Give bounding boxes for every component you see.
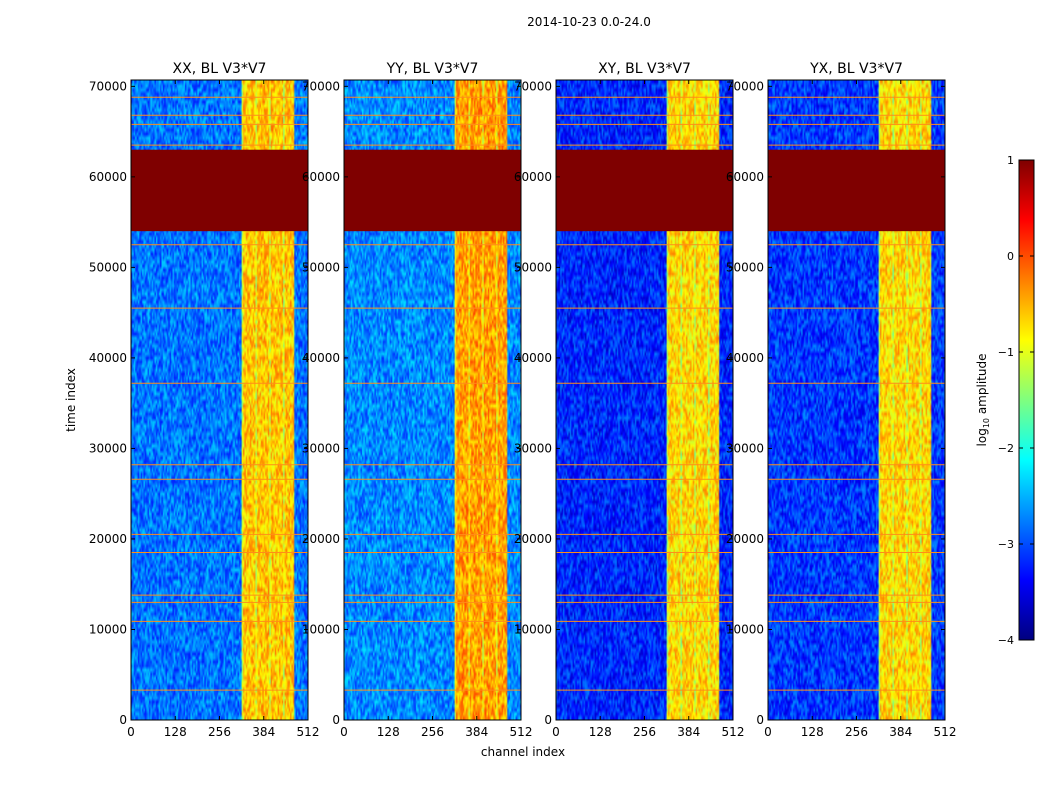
y-tick-label: 40000 <box>514 351 552 365</box>
panel-title: YX, BL V3*V7 <box>809 61 903 77</box>
y-tick-label: 0 <box>756 713 764 727</box>
y-tick-label: 50000 <box>89 260 127 274</box>
colorbar-label-tail: amplitude <box>975 354 989 418</box>
y-tick-label: 10000 <box>302 622 340 636</box>
y-tick-label: 30000 <box>89 441 127 455</box>
y-tick-label: 10000 <box>726 622 764 636</box>
colorbar-label-sub: 10 <box>982 418 991 428</box>
saturated-block <box>344 149 521 232</box>
y-tick-label: 50000 <box>726 260 764 274</box>
y-tick-label: 50000 <box>514 260 552 274</box>
x-tick-label: 0 <box>340 725 348 739</box>
saturated-block <box>131 149 308 232</box>
x-tick-label: 384 <box>465 725 488 739</box>
y-tick-label: 40000 <box>302 351 340 365</box>
colorbar-tick-label: 0 <box>1007 250 1014 263</box>
x-tick-label: 0 <box>764 725 772 739</box>
saturated-block <box>556 149 733 232</box>
colorbar-tick-label: −2 <box>998 442 1014 455</box>
x-tick-label: 512 <box>722 725 745 739</box>
colorbar-gradient <box>1018 159 1035 641</box>
x-tick-label: 0 <box>127 725 135 739</box>
colorbar-label: log10 amplitude <box>975 354 991 447</box>
panel-yy: 0 128 256 384 512 0 10000 20000 30000 40000 50000 6… <box>302 61 565 759</box>
panel-xx: 0 128 256 384 512 0 10000 20000 30000 40000 50000 6… <box>64 61 319 739</box>
colorbar-tick-label: −4 <box>998 634 1014 647</box>
y-tick-label: 20000 <box>89 532 127 546</box>
y-tick-label: 0 <box>119 713 127 727</box>
y-tick-label: 0 <box>544 713 552 727</box>
saturated-block <box>768 149 945 232</box>
x-tick-label: 256 <box>845 725 868 739</box>
y-tick-label: 60000 <box>726 170 764 184</box>
x-tick-label: 128 <box>801 725 824 739</box>
y-tick-label: 30000 <box>514 441 552 455</box>
y-tick-label: 70000 <box>726 79 764 93</box>
y-tick-label: 20000 <box>514 532 552 546</box>
y-tick-label: 70000 <box>514 79 552 93</box>
x-tick-label: 384 <box>889 725 912 739</box>
y-tick-label: 10000 <box>514 622 552 636</box>
y-tick-label: 70000 <box>302 79 340 93</box>
x-tick-label: 384 <box>677 725 700 739</box>
y-axis-label: time index <box>64 368 78 432</box>
x-tick-label: 384 <box>252 725 275 739</box>
x-tick-label: 256 <box>208 725 231 739</box>
x-tick-label: 128 <box>377 725 400 739</box>
x-tick-label: 512 <box>934 725 957 739</box>
colorbar: 10−1−2−3−4 log10 amplitude <box>975 154 1035 647</box>
y-tick-label: 60000 <box>514 170 552 184</box>
y-tick-label: 40000 <box>726 351 764 365</box>
figure-suptitle: 2014-10-23 0.0-24.0 <box>527 15 651 29</box>
colorbar-tick-label: −3 <box>998 538 1014 551</box>
x-tick-label: 128 <box>589 725 612 739</box>
colorbar-ticks: 1 0 −1 −2 −3 −4 <box>998 154 1034 647</box>
x-tick-label: 512 <box>510 725 533 739</box>
colorbar-tick-label: −1 <box>998 346 1014 359</box>
y-tick-label: 60000 <box>302 170 340 184</box>
x-axis-label: channel index <box>481 745 565 759</box>
colorbar-label-main: log <box>975 428 989 446</box>
panel-title: XX, BL V3*V7 <box>173 61 267 77</box>
x-tick-label: 128 <box>164 725 187 739</box>
x-tick-label: 256 <box>633 725 656 739</box>
y-tick-label: 30000 <box>726 441 764 455</box>
x-tick-label: 256 <box>421 725 444 739</box>
panels: 0 128 256 384 512 0 10000 20000 30000 40000 50000 6… <box>64 61 956 759</box>
panel-xy: 0 128 256 384 512 0 10000 20000 30000 40000 50000 6… <box>514 61 745 739</box>
y-tick-label: 60000 <box>89 170 127 184</box>
panel-yx: 0 128 256 384 512 0 10000 20000 30000 40000 50000 6… <box>726 61 957 739</box>
x-tick-label: 0 <box>552 725 560 739</box>
y-tick-label: 70000 <box>89 79 127 93</box>
y-tick-label: 30000 <box>302 441 340 455</box>
x-tick-label: 512 <box>297 725 320 739</box>
panel-title: XY, BL V3*V7 <box>598 61 691 77</box>
panel-title: YY, BL V3*V7 <box>386 61 479 77</box>
colorbar-tick-label: 1 <box>1007 154 1014 167</box>
y-tick-label: 20000 <box>302 532 340 546</box>
y-tick-label: 0 <box>332 713 340 727</box>
y-tick-label: 20000 <box>726 532 764 546</box>
y-tick-label: 40000 <box>89 351 127 365</box>
y-tick-label: 10000 <box>89 622 127 636</box>
y-tick-label: 50000 <box>302 260 340 274</box>
